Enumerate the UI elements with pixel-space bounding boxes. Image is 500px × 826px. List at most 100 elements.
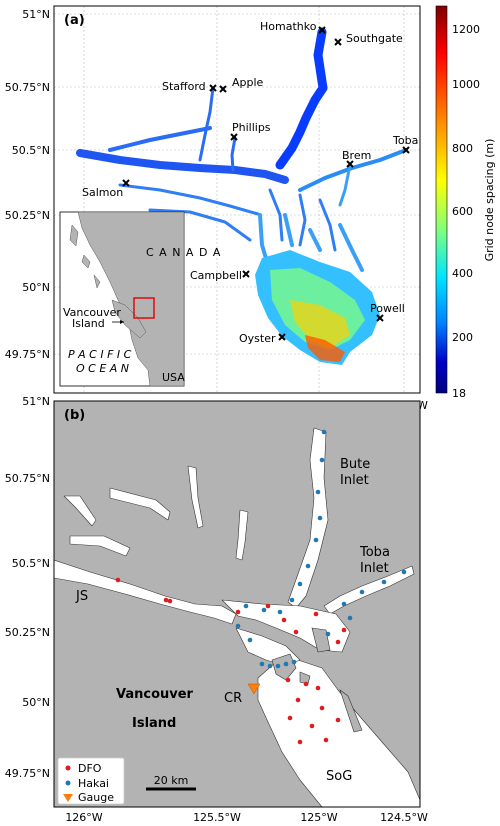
colorbar-tick-4: 400 bbox=[452, 267, 473, 280]
site-markers bbox=[122, 26, 410, 341]
inset-arrow-head-icon bbox=[120, 320, 124, 324]
dfo-station bbox=[295, 697, 301, 703]
legend-gauge-icon bbox=[63, 794, 73, 802]
west-channel-grid bbox=[108, 126, 212, 152]
dfo-station bbox=[303, 681, 309, 687]
colorbar-tick-3: 600 bbox=[452, 205, 473, 218]
legend-hakai-label: Hakai bbox=[78, 777, 109, 790]
site-label-phillips: Phillips bbox=[232, 121, 271, 134]
dfo-station bbox=[315, 685, 321, 691]
site-label-powell: Powell bbox=[370, 302, 405, 315]
lat-tick-a-4: 50°N bbox=[22, 281, 50, 294]
hakai-station bbox=[315, 489, 321, 495]
site-labels: Homathko Southgate Stafford Apple Philli… bbox=[82, 20, 418, 345]
discovery-channels-grid bbox=[118, 183, 337, 252]
lat-tick-a-5: 49.75°N bbox=[5, 348, 50, 361]
site-label-campbell: Campbell bbox=[190, 269, 242, 282]
site-marker-southgate bbox=[334, 38, 342, 46]
scale-bar: 20 km bbox=[146, 774, 196, 791]
inset-vancouver-label: Vancouver bbox=[63, 306, 121, 319]
site-label-stafford: Stafford bbox=[162, 80, 206, 93]
strait-of-georgia-coarsest-grid bbox=[305, 335, 345, 362]
legend-dfo-marker bbox=[65, 765, 71, 771]
panel-a-frame bbox=[53, 5, 421, 394]
site-marker-campbell bbox=[242, 270, 250, 278]
lon-tick-b-3: 124.5°W bbox=[380, 811, 428, 824]
inset-canada-label: C A N A D A bbox=[146, 246, 221, 259]
lat-tick-a-3: 50.25°N bbox=[5, 209, 50, 222]
colorbar-tick-2: 800 bbox=[452, 142, 473, 155]
label-bute-1: Bute bbox=[340, 457, 370, 472]
dfo-station bbox=[319, 705, 325, 711]
panel-a: C A N A D A Vancouver Island P A C I F I… bbox=[5, 5, 496, 412]
dfo-station bbox=[287, 715, 293, 721]
hakai-station bbox=[305, 563, 311, 569]
site-label-oyster: Oyster bbox=[239, 332, 276, 345]
island-cortes bbox=[311, 627, 331, 653]
panel-b: Bute Inlet Toba Inlet JS CR SoG Vancouve… bbox=[5, 395, 428, 824]
gauge-marker-icon bbox=[247, 683, 261, 695]
dfo-station bbox=[323, 737, 329, 743]
lat-tick-b-1: 50.75°N bbox=[5, 472, 50, 485]
hakai-station bbox=[275, 663, 281, 669]
hakai-station bbox=[359, 589, 365, 595]
hakai-station bbox=[341, 601, 347, 607]
panel-a-lat-ticks: 51°N 50.75°N 50.5°N 50.25°N 50°N 49.75°N bbox=[5, 8, 50, 361]
inset-study-area-box bbox=[133, 297, 155, 319]
hakai-station bbox=[277, 609, 283, 615]
inset-map: C A N A D A Vancouver Island P A C I F I… bbox=[59, 211, 221, 387]
hakai-station bbox=[381, 579, 387, 585]
phillips-arm-grid bbox=[230, 136, 237, 172]
water-johnstone-strait bbox=[54, 559, 237, 625]
hakai-station bbox=[347, 615, 353, 621]
panel-b-water bbox=[54, 427, 420, 807]
hakai-station bbox=[243, 603, 249, 609]
label-bute-2: Inlet bbox=[340, 473, 369, 488]
site-label-toba: Toba bbox=[392, 134, 418, 147]
label-vancouver: Vancouver bbox=[116, 687, 194, 702]
site-marker-salmon bbox=[122, 179, 130, 187]
label-cr: CR bbox=[224, 691, 242, 706]
site-marker-powell bbox=[376, 314, 384, 322]
label-js: JS bbox=[75, 589, 88, 604]
hakai-station bbox=[319, 457, 325, 463]
colorbar-tick-6: 18 bbox=[452, 387, 466, 400]
dfo-station bbox=[335, 717, 341, 723]
johnstone-strait-grid bbox=[76, 149, 289, 184]
lon-tick-b-2: 125°W bbox=[300, 811, 337, 824]
site-label-brem: Brem bbox=[342, 149, 371, 162]
colorbar-label: Grid node spacing (m) bbox=[483, 139, 496, 262]
dfo-station bbox=[167, 598, 173, 604]
dfo-station bbox=[335, 639, 341, 645]
legend-box bbox=[57, 757, 125, 805]
hakai-station bbox=[283, 661, 289, 667]
lat-tick-b-4: 50°N bbox=[22, 696, 50, 709]
site-marker-stafford bbox=[209, 84, 217, 92]
hakai-station bbox=[401, 569, 407, 575]
hakai-station bbox=[291, 659, 297, 665]
panel-b-lat-ticks: 51°N 50.75°N 50.5°N 50.25°N 50°N 49.75°N bbox=[5, 395, 50, 780]
inset-usa-label: USA bbox=[162, 371, 185, 384]
colorbar-tick-5: 200 bbox=[452, 331, 473, 344]
lon-tick-b-0: 126°W bbox=[65, 811, 102, 824]
site-marker-apple bbox=[219, 85, 227, 93]
panel-b-tag: (b) bbox=[64, 408, 85, 423]
lat-tick-b-0: 51°N bbox=[22, 395, 50, 408]
hakai-station bbox=[313, 537, 319, 543]
site-label-homathko: Homathko bbox=[260, 20, 317, 33]
dfo-station bbox=[313, 611, 319, 617]
colorbar-gradient bbox=[435, 5, 448, 394]
label-toba-2: Inlet bbox=[360, 561, 389, 576]
panel-b-lon-ticks: 126°W 125.5°W 125°W 124.5°W bbox=[65, 811, 428, 824]
hakai-stations bbox=[235, 429, 407, 669]
site-marker-phillips bbox=[230, 133, 238, 141]
dfo-stations bbox=[115, 577, 347, 745]
legend-hakai-marker bbox=[65, 780, 71, 786]
panel-b-legend: DFO Hakai Gauge bbox=[57, 757, 125, 805]
dfo-station bbox=[293, 629, 299, 635]
panel-b-islands bbox=[271, 627, 363, 733]
dfo-station bbox=[115, 577, 121, 583]
panel-b-frame bbox=[53, 400, 421, 808]
inset-ocean-label: O C E A N bbox=[76, 362, 129, 375]
